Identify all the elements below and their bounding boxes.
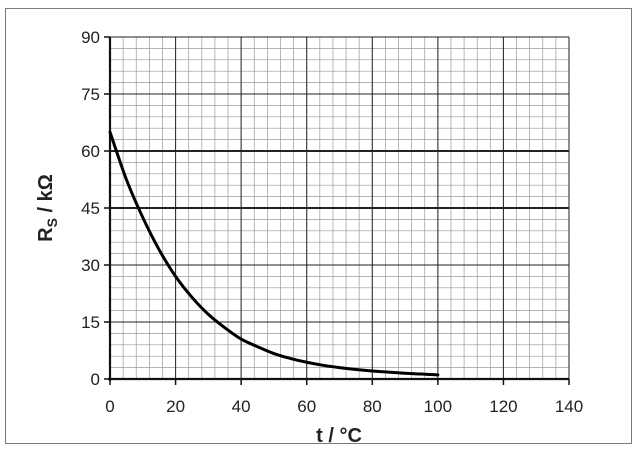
- x-axis-label: t / °C: [316, 425, 362, 447]
- major-grid: [109, 36, 570, 380]
- y-axis-label: RS / kΩ: [35, 174, 60, 242]
- y-tick-label: 0: [91, 370, 100, 389]
- x-tick-label: 80: [363, 397, 382, 416]
- x-tick-label: 120: [489, 397, 517, 416]
- y-axis-label-main: R: [35, 227, 57, 242]
- x-tick-label: 140: [555, 397, 583, 416]
- y-tick-label: 60: [81, 142, 100, 161]
- series-layer: [108, 130, 440, 377]
- y-tick-label: 45: [81, 199, 100, 218]
- y-tick-label: 75: [81, 85, 100, 104]
- x-tick-label: 60: [297, 397, 316, 416]
- y-tick-label: 90: [81, 28, 100, 47]
- x-tick-labels: 0 20 40 60 80 100 120 140: [105, 379, 583, 416]
- y-axis-label-sub: S: [44, 218, 60, 227]
- y-tick-label: 15: [81, 313, 100, 332]
- series-line: [108, 130, 440, 377]
- y-axis-label-tail: / kΩ: [35, 174, 57, 218]
- x-tick-label: 100: [424, 397, 452, 416]
- y-tick-labels: 0 15 30 45 60 75 90: [81, 28, 110, 389]
- x-tick-label: 40: [232, 397, 251, 416]
- x-tick-label: 20: [166, 397, 185, 416]
- y-tick-label: 30: [81, 256, 100, 275]
- x-tick-label: 0: [105, 397, 114, 416]
